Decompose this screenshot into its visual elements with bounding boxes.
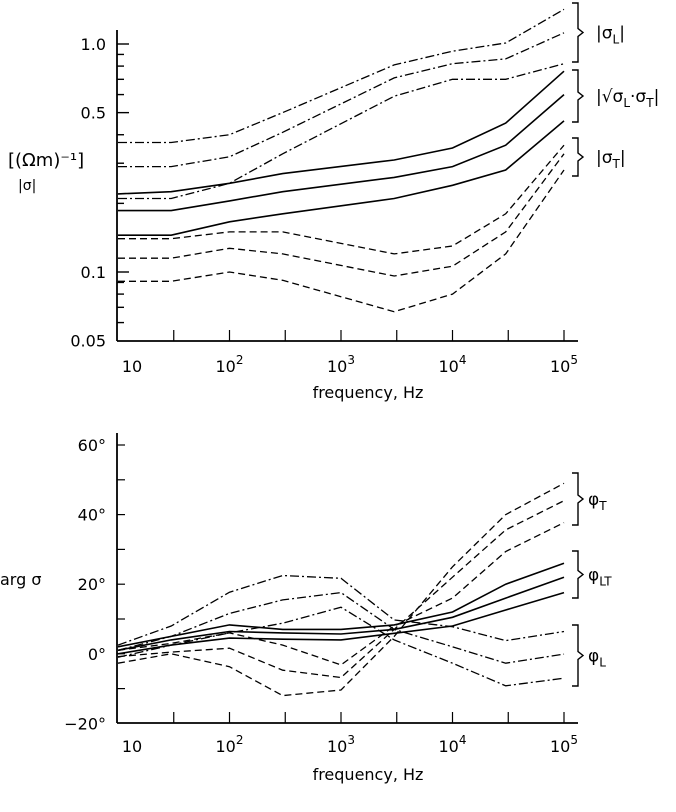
x-tick-label-exponent: 3: [347, 733, 355, 747]
x-tick-label: 104: [439, 733, 467, 756]
y-tick-label: 60°: [78, 436, 106, 455]
x-tick-label-exponent: 4: [459, 353, 467, 367]
phase-chart: 10 102 103 104 10560°40°20°0°−20°frequency, …: [0, 433, 612, 784]
legend-label: φLT: [588, 566, 612, 589]
legend-label-symbol: φ: [588, 647, 599, 667]
x-tick-label-base: 10: [550, 357, 570, 376]
legend-label-subscript: L: [599, 656, 606, 670]
x-tick-label-base: 10: [327, 737, 347, 756]
x-tick-label: 102: [216, 353, 244, 376]
series-line-c-1: [118, 144, 565, 255]
legend-bracket: [572, 550, 585, 599]
legend-label-subscript: T: [598, 499, 607, 513]
legend-bracket: [572, 2, 585, 63]
legend-label-subscript-2: T: [645, 96, 654, 110]
x-tick-label-exponent: 5: [570, 353, 578, 367]
series-line-a-1: [118, 8, 565, 144]
series-line-b-2: [117, 576, 565, 652]
x-tick-label: 10: [122, 357, 142, 376]
series-line-a-1: [117, 482, 565, 697]
x-axis-label: frequency, Hz: [313, 383, 424, 402]
series-line-b-3: [118, 120, 565, 236]
legend-label-close: |: [620, 148, 626, 168]
legend-label: |σL|: [596, 24, 625, 47]
y-tick-label: 1.0: [81, 35, 106, 54]
x-tick-label-base: 10: [439, 737, 459, 756]
legend-bracket: [572, 624, 585, 687]
series-line-b-3: [117, 591, 565, 655]
legend-bracket: [572, 137, 585, 177]
series-line-c-1: [117, 574, 565, 646]
y-tick-label: 40°: [78, 506, 106, 525]
series-line-c-3: [118, 169, 565, 313]
legend-label: φT: [588, 490, 607, 513]
x-tick-label: 102: [216, 733, 244, 756]
x-tick-label-exponent: 5: [570, 733, 578, 747]
legend-label-subscript: L: [623, 96, 630, 110]
series-line-c-2: [117, 591, 565, 664]
legend-label-symbol-2: ·σ: [630, 87, 646, 107]
y-tick-label: −20°: [64, 714, 106, 733]
y-tick-label: 20°: [78, 575, 106, 594]
series-line-b-1: [117, 70, 565, 195]
legend-label-subscript: LT: [599, 575, 612, 589]
y-tick-label: 0°: [88, 645, 106, 664]
y-axis-label: |σ|: [18, 178, 36, 194]
series-line-a-2: [117, 500, 565, 679]
x-tick-label: 105: [550, 733, 578, 756]
series-line-c-3: [117, 606, 565, 687]
x-tick-label: 105: [550, 353, 578, 376]
legend-label: φL: [588, 647, 606, 670]
series-line-a-2: [118, 32, 565, 168]
y-tick-label: 0.1: [81, 263, 106, 282]
series-line-a-3: [118, 63, 565, 200]
legend-label-symbol: |σ: [596, 24, 613, 44]
x-tick-label: 103: [327, 353, 355, 376]
y-tick-label: 0.5: [81, 104, 106, 123]
legend-label-symbol: φ: [588, 566, 599, 586]
legend-label: |√σL·σT|: [596, 87, 659, 110]
legend-label-subscript: L: [613, 33, 620, 47]
x-tick-label: 104: [439, 353, 467, 376]
series-line-b-2: [118, 93, 565, 212]
series-line-b-1: [117, 562, 565, 648]
x-tick-label-exponent: 4: [459, 733, 467, 747]
y-axis-unit-label: [(Ωm)⁻¹]: [8, 150, 84, 171]
legend-label: |σT|: [596, 148, 626, 171]
x-tick-label: 10: [122, 737, 142, 756]
x-tick-label-base: 10: [122, 357, 142, 376]
legend-label-close: |: [619, 24, 625, 44]
y-axis-label: arg σ: [0, 570, 41, 589]
legend-bracket: [572, 69, 585, 123]
x-tick-label-base: 10: [327, 357, 347, 376]
legend-label-symbol: |σ: [596, 148, 613, 168]
x-axis-label: frequency, Hz: [313, 765, 424, 784]
series-line-c-2: [118, 153, 565, 277]
x-tick-label-base: 10: [550, 737, 570, 756]
x-tick-label-exponent: 2: [236, 733, 244, 747]
legend-bracket: [572, 472, 585, 526]
x-tick-label-base: 10: [122, 737, 142, 756]
x-tick-label-base: 10: [216, 357, 236, 376]
x-tick-label-exponent: 3: [347, 353, 355, 367]
x-tick-label-exponent: 2: [236, 353, 244, 367]
x-tick-label-base: 10: [439, 357, 459, 376]
x-tick-label: 103: [327, 733, 355, 756]
y-tick-label: 0.05: [70, 332, 106, 351]
legend-label-symbol: |√σ: [596, 87, 624, 107]
legend-label-close: |: [654, 87, 660, 107]
legend-label-subscript: T: [612, 157, 621, 171]
legend-label-symbol: φ: [588, 490, 599, 510]
x-tick-label-base: 10: [216, 737, 236, 756]
